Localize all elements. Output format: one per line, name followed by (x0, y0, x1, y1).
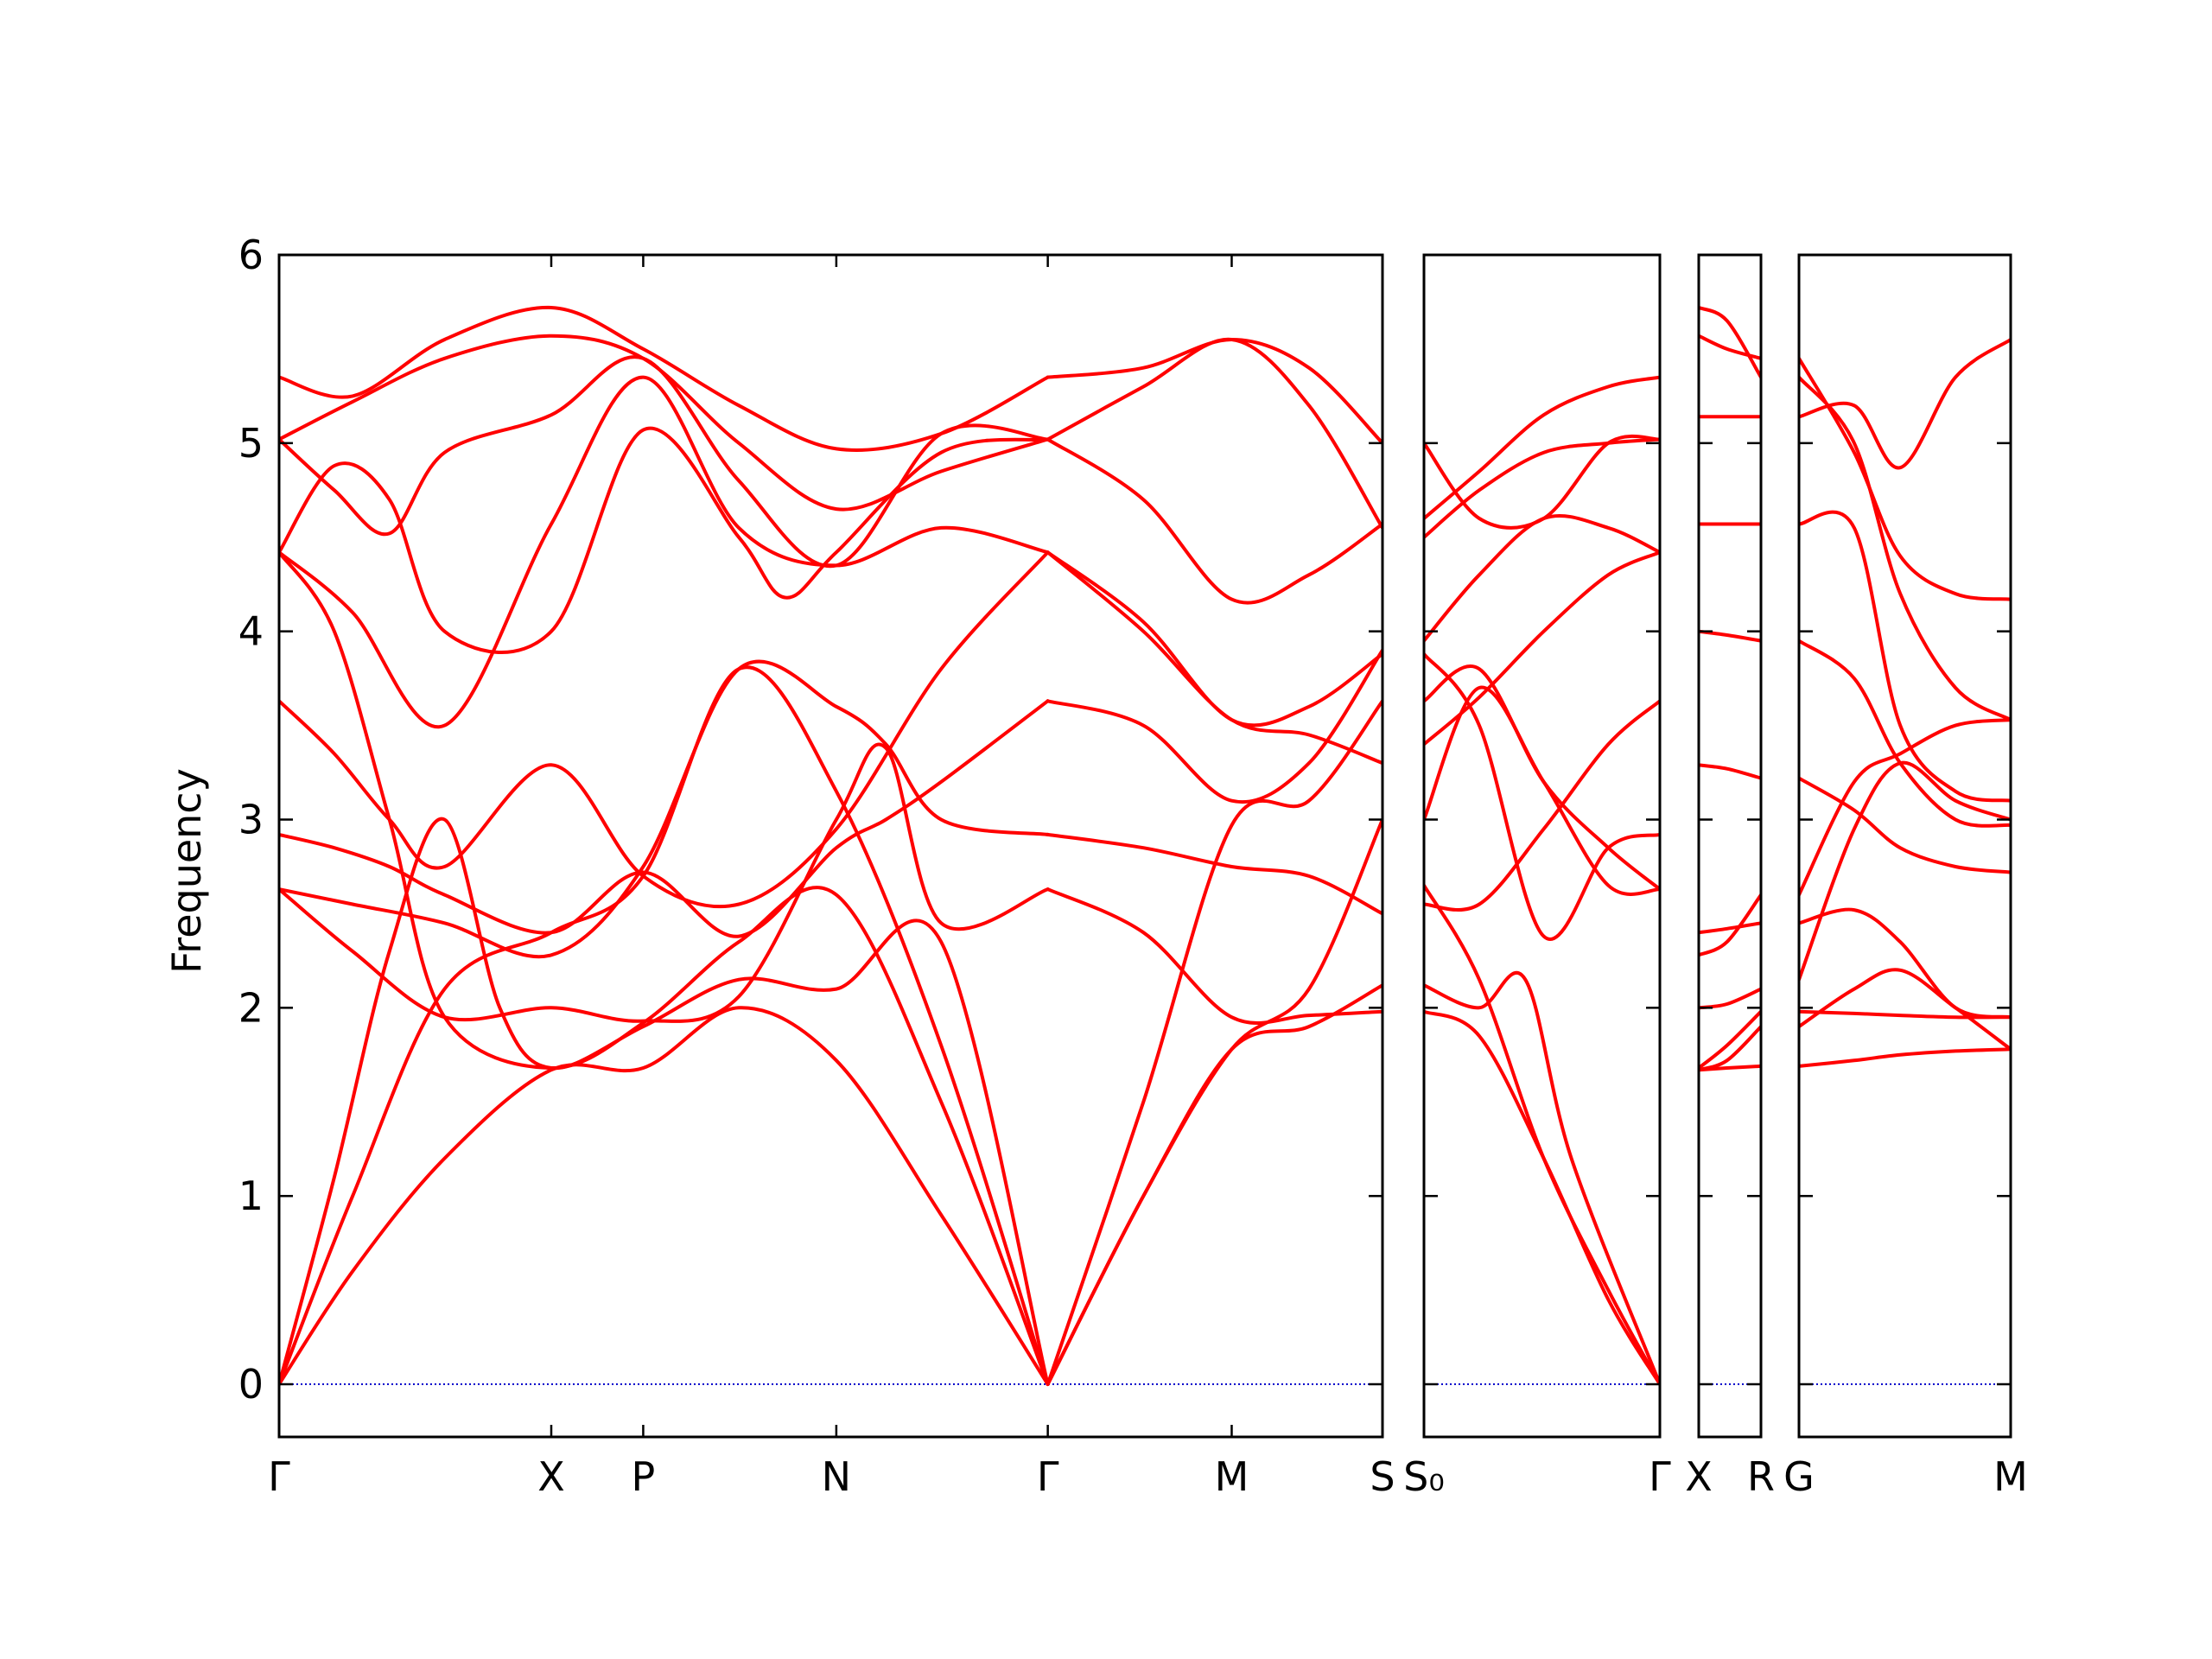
band-line-3 (279, 355, 1050, 569)
band-line-8 (1799, 718, 2011, 897)
band-line-1 (279, 305, 1050, 452)
x-tick-label: N (822, 1453, 851, 1500)
band-line-2 (1799, 356, 2011, 601)
band-line-19 (1046, 832, 1382, 916)
y-tick-label: 0 (238, 1361, 264, 1408)
band-line-21 (1046, 699, 1382, 1386)
band-line-10 (1699, 1009, 1761, 1070)
band-line-4 (279, 426, 1050, 655)
band-line-6 (279, 550, 1050, 909)
band-line-9 (279, 742, 1050, 1023)
band-line-8 (1424, 685, 1660, 896)
band-line-22 (1046, 817, 1382, 1386)
band-line-8 (1699, 893, 1761, 957)
band-line-18 (1046, 648, 1382, 804)
band-line-14 (1046, 338, 1382, 445)
panel-1-bands (279, 305, 1382, 1386)
panel-4-frame (1797, 253, 2012, 1439)
band-line-20 (1046, 887, 1382, 1025)
band-line-23 (1046, 983, 1382, 1386)
x-tick-label: X (1685, 1453, 1713, 1500)
y-tick-label: 4 (238, 608, 264, 655)
band-line-7 (1699, 921, 1761, 935)
band-line-7 (1799, 907, 2011, 1020)
x-tick-label: M (1993, 1453, 2028, 1500)
band-line-10 (1799, 968, 2011, 1052)
band-line-3 (1799, 375, 2011, 722)
x-tick-label: X (537, 1453, 565, 1500)
band-line-16 (1046, 437, 1382, 605)
x-tick-label: G (1783, 1453, 1815, 1500)
band-line-11 (1799, 1009, 2011, 1020)
band-line-2 (1699, 334, 1761, 360)
y-tick-label: 2 (238, 984, 264, 1031)
x-tick-label: Γ (1649, 1453, 1671, 1500)
y-tick-label: 5 (238, 420, 264, 467)
x-tick-label: P (632, 1453, 656, 1500)
band-line-12 (279, 665, 1050, 1386)
band-line-9 (1424, 699, 1660, 912)
band-line-6 (1799, 776, 2011, 874)
y-tick-label: 3 (238, 797, 264, 843)
panel-3-bands (1699, 306, 1761, 1072)
y-tick-label: 1 (238, 1173, 264, 1219)
x-tick-label: Γ (1037, 1453, 1059, 1500)
band-line-1 (1799, 338, 2011, 470)
band-line-11 (279, 817, 1050, 1386)
band-line-3 (1424, 437, 1660, 539)
band-line-24 (1046, 550, 1382, 766)
band-line-17 (1046, 550, 1382, 728)
band-line-5 (279, 375, 1050, 729)
panel-2: S₀ Γ (1403, 253, 1671, 1500)
panel-4-bands (1799, 338, 2011, 1068)
panel-3-frame (1697, 253, 1763, 1439)
panel-1-frame (277, 253, 1384, 1439)
band-line-9 (1699, 987, 1761, 1010)
band-line-2 (1424, 375, 1660, 520)
band-line-11 (1699, 1025, 1761, 1072)
band-line-12 (1799, 1047, 2011, 1068)
x-tick-label: Γ (268, 1453, 290, 1500)
band-line-6 (1699, 763, 1761, 780)
band-line-5 (1699, 629, 1761, 643)
band-line-12 (1699, 1064, 1761, 1072)
band-line-15 (1046, 337, 1382, 530)
band-line-7 (279, 699, 1050, 938)
panel-2-frame (1422, 253, 1662, 1439)
panel-2-bands (1424, 375, 1660, 1386)
x-tick-label: S (1370, 1453, 1395, 1500)
band-line-12 (1424, 1009, 1660, 1386)
x-tick-label: S₀ (1403, 1453, 1445, 1500)
band-line-13 (279, 1006, 1050, 1386)
band-line-10 (1424, 883, 1660, 1386)
x-tick-label: R (1747, 1453, 1775, 1500)
band-line-9 (1799, 760, 2011, 982)
band-line-10 (279, 550, 1050, 1386)
y-axis-label: Frequency (163, 768, 210, 974)
y-tick-label: 6 (238, 232, 264, 278)
band-line-1 (1424, 434, 1660, 530)
x-tick-label: M (1215, 1453, 1249, 1500)
band-line-1 (1699, 306, 1761, 379)
band-line-5 (1424, 652, 1660, 941)
band-line-4 (1424, 513, 1660, 643)
band-line-11 (1424, 970, 1660, 1386)
band-line-4 (1799, 510, 2011, 803)
